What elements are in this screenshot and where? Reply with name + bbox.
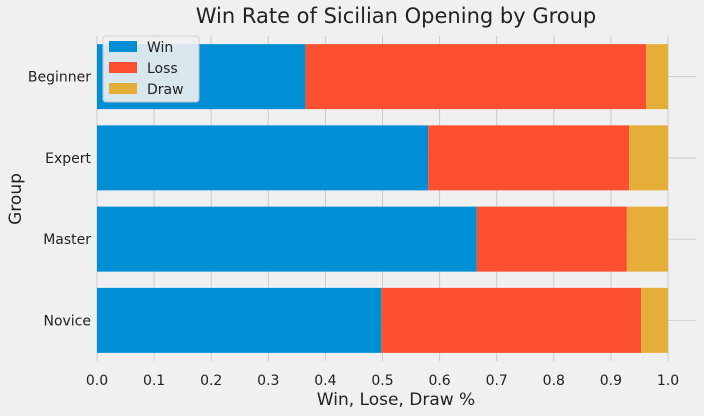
bar-loss-novice: [381, 287, 642, 353]
bar-draw-beginner: [646, 44, 668, 110]
legend-label-loss: Loss: [147, 61, 178, 77]
chart-title: Win Rate of Sicilian Opening by Group: [196, 4, 597, 28]
bar-draw-expert: [629, 125, 668, 191]
x-tick-label: 0.5: [371, 373, 393, 389]
legend-label-draw: Draw: [147, 82, 184, 98]
bar-win-novice: [97, 287, 382, 353]
x-tick-label: 0.7: [486, 373, 508, 389]
bars: [97, 44, 668, 353]
y-tick-labels: Beginner Expert Master Novice: [28, 70, 92, 330]
x-tick-label: 0.2: [200, 373, 222, 389]
y-tick-label: Novice: [43, 313, 91, 329]
y-tick-label: Beginner: [28, 70, 91, 86]
y-tick-label: Expert: [45, 151, 91, 167]
bar-draw-novice: [641, 287, 668, 353]
x-tick-label: 0.3: [257, 373, 279, 389]
legend-label-win: Win: [147, 40, 173, 56]
x-tick-label: 0.4: [314, 373, 336, 389]
bar-loss-expert: [428, 125, 630, 191]
legend: Win Loss Draw: [102, 35, 200, 103]
x-tick-label: 0.1: [143, 373, 165, 389]
y-tick-label: Master: [43, 232, 91, 248]
legend-swatch-draw: [109, 83, 137, 94]
legend-swatch-win: [109, 41, 137, 52]
x-tick-label: 0.0: [86, 373, 108, 389]
bar-loss-beginner: [305, 44, 647, 110]
x-tick-label: 0.8: [543, 373, 565, 389]
bar-draw-master: [626, 206, 668, 272]
x-tick-label: 0.9: [600, 373, 622, 389]
x-tick-label: 0.6: [428, 373, 450, 389]
bar-win-expert: [97, 125, 429, 191]
x-tick-labels: 0.0 0.1 0.2 0.3 0.4 0.5 0.6 0.7 0.8 0.9 1.0: [86, 373, 679, 389]
legend-swatch-loss: [109, 62, 137, 73]
y-axis-label: Group: [6, 173, 26, 225]
bar-loss-master: [476, 206, 627, 272]
x-tick-label: 1.0: [657, 373, 679, 389]
bar-win-master: [97, 206, 477, 272]
x-axis-label: Win, Lose, Draw %: [317, 390, 475, 410]
